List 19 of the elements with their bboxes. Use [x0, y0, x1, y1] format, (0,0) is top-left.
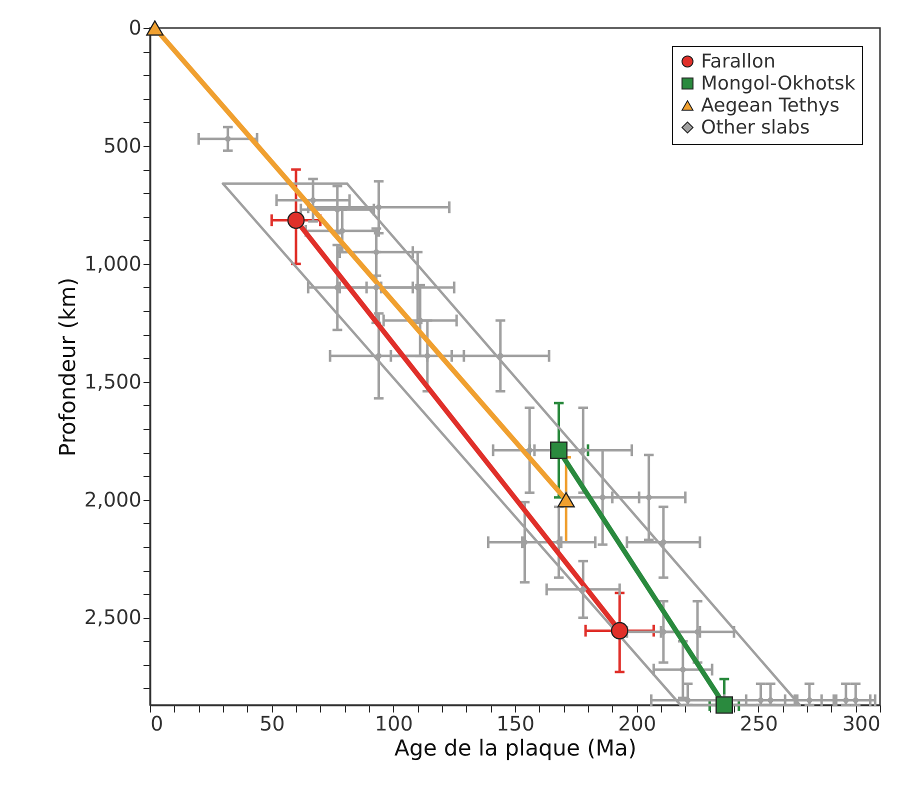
x-tick-label: 100	[374, 712, 413, 736]
legend-label: Other slabs	[701, 116, 810, 138]
y-tick-label: 2,000	[84, 487, 142, 512]
x-tick-label: 50	[259, 712, 285, 736]
legend-label: Aegean Tethys	[701, 94, 840, 116]
x-tick-label: 300	[842, 712, 880, 736]
x-tick-label: 200	[618, 712, 656, 736]
x-tick-label: 150	[496, 712, 535, 736]
y-tick-label: 0	[128, 16, 142, 40]
y-tick-label: 2,500	[84, 605, 142, 630]
y-tick-label: 1,500	[84, 369, 142, 394]
y-axis-title: Profondeur (km)	[56, 278, 82, 456]
y-tick-label: 1,000	[84, 251, 142, 276]
legend-label: Mongol-Okhotsk	[701, 72, 856, 94]
x-tick-label: 250	[740, 712, 778, 736]
y-tick-label: 500	[103, 133, 142, 158]
x-tick-label: 0	[150, 712, 164, 736]
legend-label: Farallon	[701, 50, 776, 72]
x-axis-title: Age de la plaque (Ma)	[394, 736, 637, 762]
